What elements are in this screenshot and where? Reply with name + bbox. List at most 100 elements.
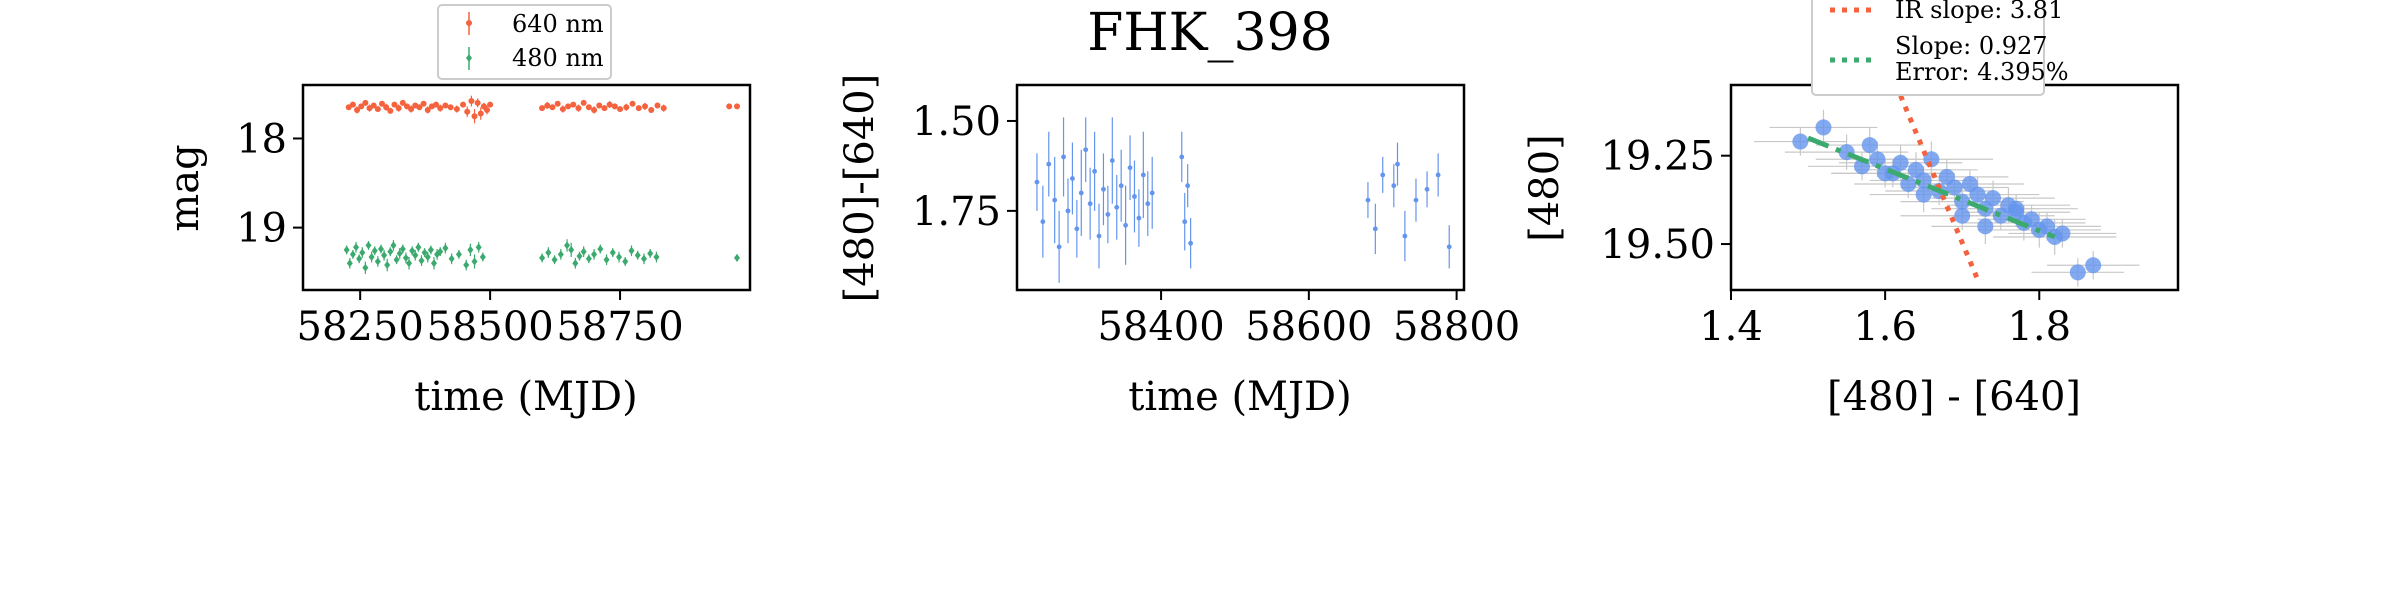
point-640nm: [654, 102, 661, 109]
point-color: [1083, 147, 1089, 153]
color-time-xlabel: time (MJD): [1128, 374, 1351, 420]
point-640nm: [358, 103, 365, 110]
point-color: [1040, 219, 1046, 225]
point-cmd: [1969, 186, 1986, 203]
point-480nm: [475, 243, 482, 252]
point-color: [1096, 233, 1102, 239]
point-640nm: [648, 106, 655, 113]
point-480nm: [427, 245, 434, 254]
color-time-points: [1034, 147, 1452, 250]
ytick-label: 19: [236, 206, 287, 252]
point-480nm: [609, 248, 616, 257]
point-480nm: [479, 253, 486, 262]
point-color: [1446, 244, 1452, 250]
point-color: [1061, 154, 1066, 160]
xtick-label: 58500: [426, 304, 553, 350]
point-640nm: [416, 104, 423, 111]
point-color: [1087, 201, 1093, 207]
lightcurve-axes-frame: [301, 83, 752, 292]
point-480nm: [418, 256, 425, 265]
point-480nm: [539, 253, 546, 262]
point-color: [1074, 226, 1080, 232]
point-480nm: [576, 252, 583, 261]
point-640nm: [554, 100, 561, 107]
xtick-label: 58750: [556, 304, 683, 350]
point-480nm: [362, 263, 369, 272]
color-magnitude-ylabel: [480]: [1522, 134, 1568, 242]
color-magnitude-xlabel: [480] - [640]: [1827, 374, 2081, 420]
point-640nm: [433, 101, 440, 108]
point-640nm: [617, 106, 624, 113]
point-color: [1179, 154, 1185, 160]
point-480nm: [580, 247, 587, 256]
point-640nm: [464, 108, 471, 115]
point-480nm: [346, 259, 353, 268]
point-color: [1145, 201, 1151, 207]
point-cmd: [2008, 200, 2025, 217]
point-480nm: [591, 250, 598, 259]
ytick-label: 18: [236, 116, 287, 162]
point-640nm: [460, 101, 467, 108]
point-cmd: [1815, 119, 1832, 136]
point-640nm: [391, 101, 398, 108]
point-480nm: [402, 253, 409, 262]
point-color: [1052, 197, 1058, 203]
point-color: [1391, 183, 1397, 189]
legend-label-640: 640 nm: [512, 10, 604, 38]
point-640nm: [399, 99, 406, 106]
point-cmd: [1946, 179, 1963, 196]
point-640nm: [660, 105, 667, 112]
point-480nm: [371, 246, 378, 255]
point-480nm: [442, 244, 449, 253]
color-magnitude-fit-lines: [1807, 94, 2056, 281]
point-color: [1149, 190, 1155, 196]
xtick-label: 58400: [1097, 304, 1224, 350]
point-color: [1372, 226, 1378, 232]
point-640nm: [629, 100, 636, 107]
point-640nm: [539, 105, 546, 112]
point-640nm: [387, 107, 394, 114]
point-640nm: [362, 99, 369, 106]
color-time-ylabel: [480]-[640]: [837, 74, 883, 303]
point-480nm: [412, 251, 419, 260]
point-480nm: [399, 245, 406, 253]
point-640nm: [596, 102, 603, 109]
point-color: [1034, 179, 1040, 185]
point-640nm: [611, 103, 618, 110]
point-480nm: [359, 248, 366, 257]
point-480nm: [455, 250, 462, 259]
color-time-axes-frame: [1015, 83, 1466, 292]
point-640nm: [635, 105, 642, 112]
point-480nm: [467, 245, 474, 254]
xtick-label: 1.8: [2007, 304, 2071, 350]
point-480nm: [343, 245, 350, 254]
ytick-label: 19.50: [1600, 222, 1715, 268]
color-magnitude-points: [1792, 119, 2102, 281]
point-color: [1380, 172, 1386, 178]
point-480nm: [384, 261, 391, 270]
point-480nm: [557, 250, 564, 259]
point-color: [1435, 172, 1441, 178]
point-color: [1188, 240, 1194, 246]
point-480nm: [365, 241, 372, 250]
legend-marker-640: [466, 12, 472, 35]
point-480nm: [628, 246, 635, 255]
point-640nm: [437, 105, 444, 112]
point-480nm: [585, 254, 592, 263]
point-640nm: [585, 104, 592, 111]
lightcurve-legend: 640 nm 480 nm: [437, 4, 612, 80]
point-color: [1182, 219, 1188, 225]
point-color: [1136, 215, 1142, 221]
point-480nm: [597, 245, 604, 253]
point-480nm: [545, 248, 552, 257]
point-480nm: [572, 259, 579, 268]
point-640nm: [483, 106, 490, 113]
point-color: [1046, 161, 1052, 167]
color-time-title: FHK_398: [1087, 3, 1333, 63]
point-480nm: [616, 253, 623, 262]
point-640nm: [601, 105, 608, 112]
point-cmd: [1869, 151, 1886, 168]
color-magnitude-yticks: 19.25 19.50: [1600, 134, 1731, 268]
